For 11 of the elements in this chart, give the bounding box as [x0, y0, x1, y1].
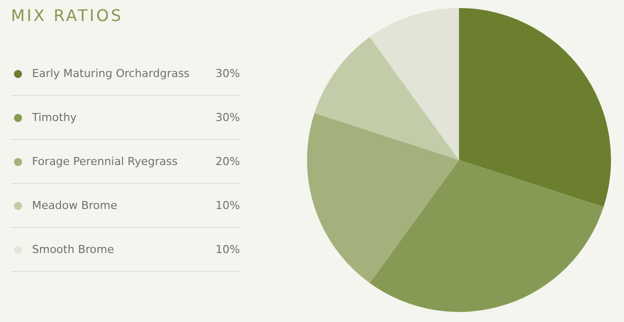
legend-label: Smooth Brome — [32, 243, 115, 256]
legend-label: Meadow Brome — [32, 199, 118, 212]
chart-title: MIX RATIOS — [11, 6, 123, 25]
legend-label: Forage Perennial Ryegrass — [32, 155, 179, 168]
data-label: 10% — [216, 199, 240, 212]
data-label: 10% — [216, 243, 240, 256]
data-label: 20% — [216, 155, 240, 168]
data-label: 30% — [216, 111, 240, 124]
legend-label: Timothy — [32, 111, 78, 124]
data-label: 30% — [216, 67, 240, 80]
legend-label: Early Maturing Orchardgrass — [32, 67, 191, 80]
